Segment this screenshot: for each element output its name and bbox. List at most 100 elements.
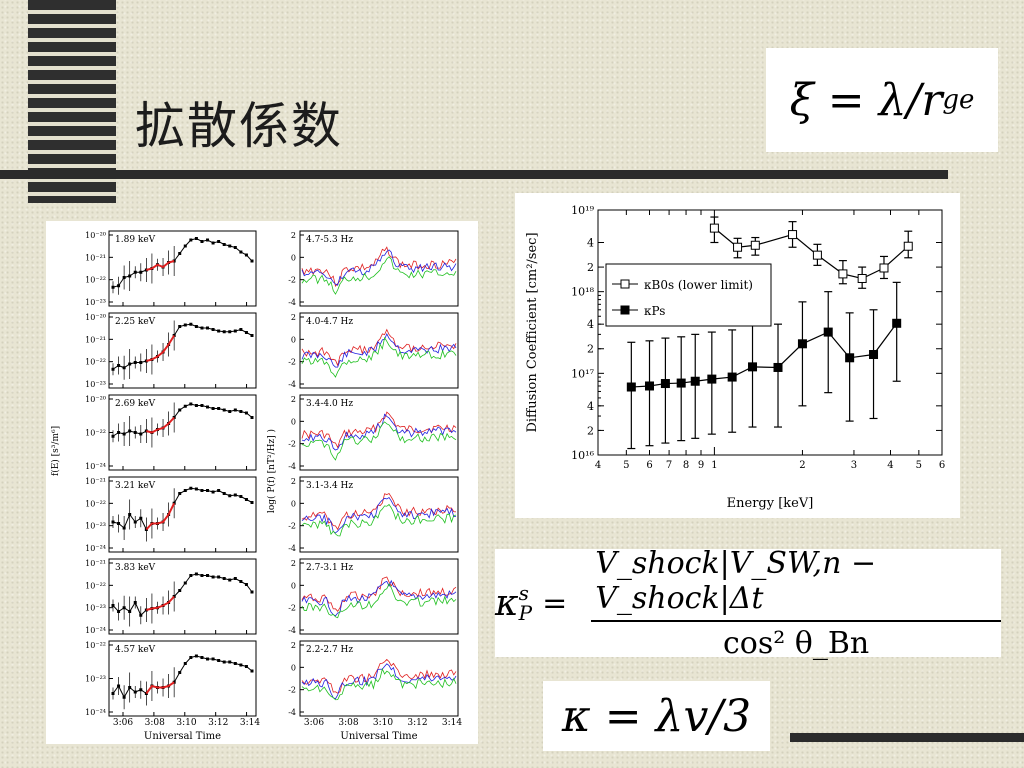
x-tick-label: 6	[939, 460, 945, 471]
fE-fit-line	[146, 416, 175, 434]
power-x-tick-label: 3:08	[338, 718, 358, 728]
fE-y-tick-label: 10⁻²¹	[85, 477, 106, 486]
fE-data-point	[217, 575, 221, 579]
decorative-stripe-block	[28, 0, 116, 203]
power-series-line	[301, 493, 457, 531]
fE-data-point	[222, 492, 226, 495]
data-point	[845, 353, 855, 363]
series-line	[631, 322, 898, 388]
fE-data-point	[194, 237, 198, 240]
fE-y-tick-label: 10⁻²⁰	[85, 231, 106, 240]
power-y-tick-label: -4	[288, 626, 296, 635]
power-y-tick-label: -2	[288, 276, 296, 285]
power-panel: 4.0-4.7 Hz 2 0 -2 -4	[288, 312, 459, 389]
y-tick-label: 4	[587, 236, 594, 249]
fE-data-point	[228, 330, 232, 334]
legend-label: κB0s (lower limit)	[644, 278, 753, 292]
power-y-tick-label: 0	[291, 253, 296, 262]
power-y-tick-label: 0	[291, 335, 296, 344]
fE-panel-label: 1.89 keV	[115, 235, 156, 245]
fE-data-point	[239, 410, 243, 413]
power-x-tick-label: 3:06	[304, 718, 324, 728]
fE-data-point	[183, 581, 187, 585]
fE-data-point	[206, 489, 210, 492]
fE-panel-label: 2.25 keV	[115, 317, 156, 327]
power-series-line	[301, 256, 457, 295]
power-panel-label: 4.0-4.7 Hz	[306, 317, 353, 327]
fE-data-point	[194, 654, 198, 658]
fE-data-point	[222, 330, 226, 334]
data-point	[879, 263, 889, 273]
power-y-tick-label: 0	[291, 499, 296, 508]
fE-data-point	[178, 589, 182, 592]
fE-data-point	[194, 404, 198, 407]
data-point	[727, 372, 737, 382]
power-series-line	[301, 663, 457, 700]
power-series-line	[301, 246, 457, 288]
fE-data-point	[239, 495, 243, 498]
fE-fit-line	[145, 681, 175, 695]
fE-data-point	[189, 574, 193, 577]
fE-data-point	[189, 486, 193, 490]
power-series-line	[301, 667, 457, 701]
power-y-tick-label: 0	[291, 581, 296, 590]
data-point	[773, 362, 783, 372]
fE-data-point	[244, 253, 248, 257]
fE-data-point	[244, 665, 248, 668]
fE-fit-line	[145, 502, 176, 531]
x-tick-label: 4	[887, 460, 893, 471]
fE-panel: 4.57 keV 10⁻²² 10⁻²³ 10⁻²⁴	[85, 640, 257, 717]
fE-data-point	[211, 407, 215, 410]
fE-y-tick-label: 10⁻²²	[85, 358, 106, 367]
fE-panel-frame	[108, 476, 257, 553]
power-series-line	[301, 583, 457, 619]
bottom-decorative-bar	[790, 733, 1024, 742]
fE-data-point	[194, 325, 198, 328]
time-series-figure: 1.89 keV 10⁻²⁰ 10⁻²¹ 10⁻²² 10⁻²³ 2.25 keV 10⁻²…	[46, 221, 478, 744]
fE-data-point	[239, 580, 243, 583]
fE-panel-label: 3.83 keV	[115, 563, 156, 573]
power-y-tick-label: 2	[291, 231, 296, 240]
data-point	[857, 273, 867, 283]
fE-x-tick-label: 3:12	[208, 718, 228, 728]
power-panel: 2.7-3.1 Hz 2 0 -2 -4	[288, 558, 459, 635]
kappa-p-denominator: cos² θ_Bn	[722, 625, 870, 661]
power-panel: 3.1-3.4 Hz 2 0 -2 -4	[288, 476, 459, 553]
diffusion-coefficient-chart: 4 5 6 7 8 9 1 2 3 4 5 6 10¹⁹ 4 2 10¹⁸ 4 2 10¹⁷ 4 2 10¹⁶ Energy…	[515, 193, 960, 518]
fE-y-tick-label: 10⁻²³	[85, 604, 106, 613]
fE-panel: 1.89 keV 10⁻²⁰ 10⁻²¹ 10⁻²² 10⁻²³	[85, 230, 257, 307]
fE-y-tick-label: 10⁻²³	[85, 522, 106, 531]
fE-panel: 2.25 keV 10⁻²⁰ 10⁻²¹ 10⁻²² 10⁻²³	[85, 312, 257, 389]
power-series-line	[301, 503, 457, 537]
x-tick-label: 8	[683, 460, 689, 471]
fE-panel: 2.69 keV 10⁻²⁰ 10⁻²² 10⁻²⁴	[85, 394, 257, 471]
y-tick-label: 10¹⁷	[571, 367, 594, 380]
power-y-tick-label: -4	[288, 708, 296, 717]
power-y-tick-label: -2	[288, 358, 296, 367]
y-tick-label: 10¹⁶	[571, 449, 594, 462]
fE-data-point	[206, 574, 210, 577]
fE-y-tick-label: 10⁻²⁴	[85, 626, 106, 635]
equation-xi-subscript: ge	[942, 85, 975, 115]
fE-data-point	[217, 659, 221, 662]
fE-data-point	[211, 490, 215, 494]
power-panel-label: 2.7-3.1 Hz	[306, 563, 353, 573]
fE-data-point	[183, 323, 187, 327]
fE-data-point	[233, 662, 237, 665]
power-panel-label: 3.4-4.0 Hz	[306, 399, 353, 409]
fE-data-point	[183, 404, 187, 408]
power-series-line	[301, 496, 457, 534]
fE-data-point	[206, 238, 210, 242]
fE-x-tick-label: 3:08	[145, 718, 165, 728]
kappa-p-symbol: κ	[495, 582, 519, 624]
fE-data-point	[200, 574, 204, 577]
y-tick-label: 10¹⁸	[571, 286, 594, 299]
fE-y-axis-label: f(E) [s³/m⁶]	[50, 426, 61, 476]
fE-data-point	[250, 501, 254, 504]
power-y-tick-label: -2	[288, 604, 296, 613]
y-tick-label: 2	[587, 343, 594, 356]
fE-data-point	[178, 325, 182, 328]
fE-panel: 3.83 keV 10⁻²¹ 10⁻²² 10⁻²³ 10⁻²⁴	[85, 558, 257, 635]
data-point	[812, 250, 822, 260]
power-panel-frame	[299, 640, 459, 717]
